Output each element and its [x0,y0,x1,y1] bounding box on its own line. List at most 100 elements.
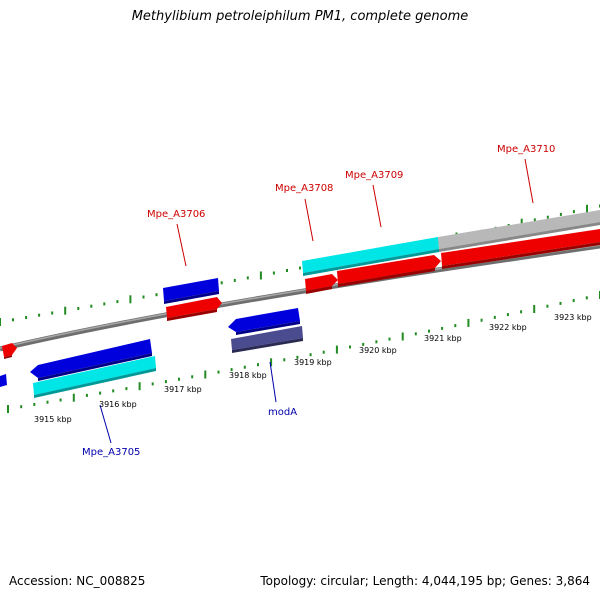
lower-track-tick [506,313,509,317]
gene-mpe-a3706-red[interactable] [166,297,222,321]
gene-mpe-a3710-gray[interactable] [438,210,600,252]
lower-track-tick [493,315,496,319]
lower-track-tick [125,387,128,391]
leader-mpe-a3709 [372,184,382,228]
upper-track-tick [155,293,158,297]
upper-track-tick [259,271,262,280]
gene-mpe-a3705-cyan[interactable] [33,356,156,398]
upper-track-tick [559,212,562,216]
lower-track-tick [178,377,180,381]
scale-label: 3923 kbp [554,313,592,322]
lower-track-tick [85,393,88,397]
lower-track-tick [257,363,259,367]
gene-label-mpe-a3708[interactable]: Mpe_A3708 [275,183,333,194]
lower-track-tick [217,370,220,374]
lower-track-tick [151,382,154,386]
lower-track-tick [467,318,470,327]
upper-track-tick [103,302,106,306]
lower-track-tick [454,324,457,328]
lower-track-tick [296,355,299,359]
lower-track-tick [559,301,562,305]
upper-track-tick [142,295,145,299]
upper-tick-track [0,204,600,326]
scale-label: 3917 kbp [164,385,202,394]
lower-track-tick [46,400,49,404]
leader-moda [269,361,277,403]
genome-summary-text: Topology: circular; Length: 4,044,195 bp… [260,574,590,588]
gene-mpe-a3710-red[interactable] [441,229,600,269]
lower-track-tick [441,326,444,330]
gene-label-moda[interactable]: modA [268,407,297,418]
scale-label: 3919 kbp [294,358,332,367]
lower-track-tick [585,296,588,300]
lower-track-tick [572,299,575,303]
scale-label: 3922 kbp [489,323,527,332]
gene-mpe-a3709-red[interactable] [337,255,441,287]
scale-label: 3921 kbp [424,334,462,343]
lower-track-tick [414,332,417,336]
upper-track-tick [286,269,288,272]
lower-track-tick [520,310,523,314]
lower-track-tick [533,305,536,313]
lower-track-tick [362,342,365,346]
leader-mpe-a3710 [524,158,534,204]
scale-label: 3920 kbp [359,346,397,355]
upper-track-tick [12,318,14,322]
gene-label-mpe-a3709[interactable]: Mpe_A3709 [345,170,403,181]
lower-track-tick [480,318,483,322]
gene-moda-blue[interactable] [228,308,300,335]
upper-track-tick [272,271,275,275]
upper-track-tick [38,313,41,317]
gene-mpe-a3706-blue[interactable] [163,278,219,304]
upper-track-tick [0,318,1,326]
map-title: Methylibium petroleiphilum PM1, complete… [131,9,469,24]
lower-track-tick [428,329,430,333]
upper-track-tick [586,204,588,213]
upper-track-tick [51,311,54,315]
lower-track-tick [401,332,404,341]
lower-track-tick [112,389,115,393]
gene-moda-slate[interactable] [231,326,303,353]
gene-label-mpe-a3710[interactable]: Mpe_A3710 [497,144,555,155]
gene-label-mpe-a3705[interactable]: Mpe_A3705 [82,447,140,458]
gene-mpe-a3708-red[interactable] [305,274,338,294]
upper-track-tick [77,307,80,310]
upper-track-tick [116,300,119,304]
gene-partial-left-red[interactable] [2,343,17,359]
lower-track-tick [375,340,378,344]
lower-track-tick [164,380,167,384]
upper-track-tick [299,266,301,270]
lower-track-tick [72,393,75,402]
gene-mpe-a3705-blue[interactable] [30,339,152,381]
lower-track-tick [283,358,286,362]
upper-track-tick [25,316,28,319]
lower-track-tick [33,403,36,406]
upper-track-tick [90,304,93,308]
lower-track-tick [20,405,23,409]
upper-track-tick [233,278,236,282]
lower-track-tick [546,304,549,308]
upper-track-tick [546,215,549,219]
gene-partial-left-blue[interactable] [0,374,7,387]
gene-label-mpe-a3706[interactable]: Mpe_A3706 [147,209,205,220]
lower-track-tick [99,391,102,395]
lower-track-tick [322,350,325,354]
upper-track-tick [246,276,249,280]
lower-track-tick [191,375,194,379]
lower-track-tick [138,382,141,391]
lower-track-tick [349,345,351,349]
scale-label: 3916 kbp [99,400,137,409]
lower-track-tick [230,368,233,372]
upper-track-tick [533,218,536,222]
lower-track-tick [309,353,312,357]
lower-track-tick [7,405,9,413]
gene-mpe-a3708-cyan[interactable] [302,237,439,276]
lower-track-tick [59,398,62,402]
scale-label: 3915 kbp [34,415,72,424]
genome-backbone [0,243,600,352]
accession-text: Accession: NC_008825 [9,574,146,588]
upper-track-tick [572,210,575,214]
lower-track-tick [204,370,207,379]
scale-label: 3918 kbp [229,371,267,380]
